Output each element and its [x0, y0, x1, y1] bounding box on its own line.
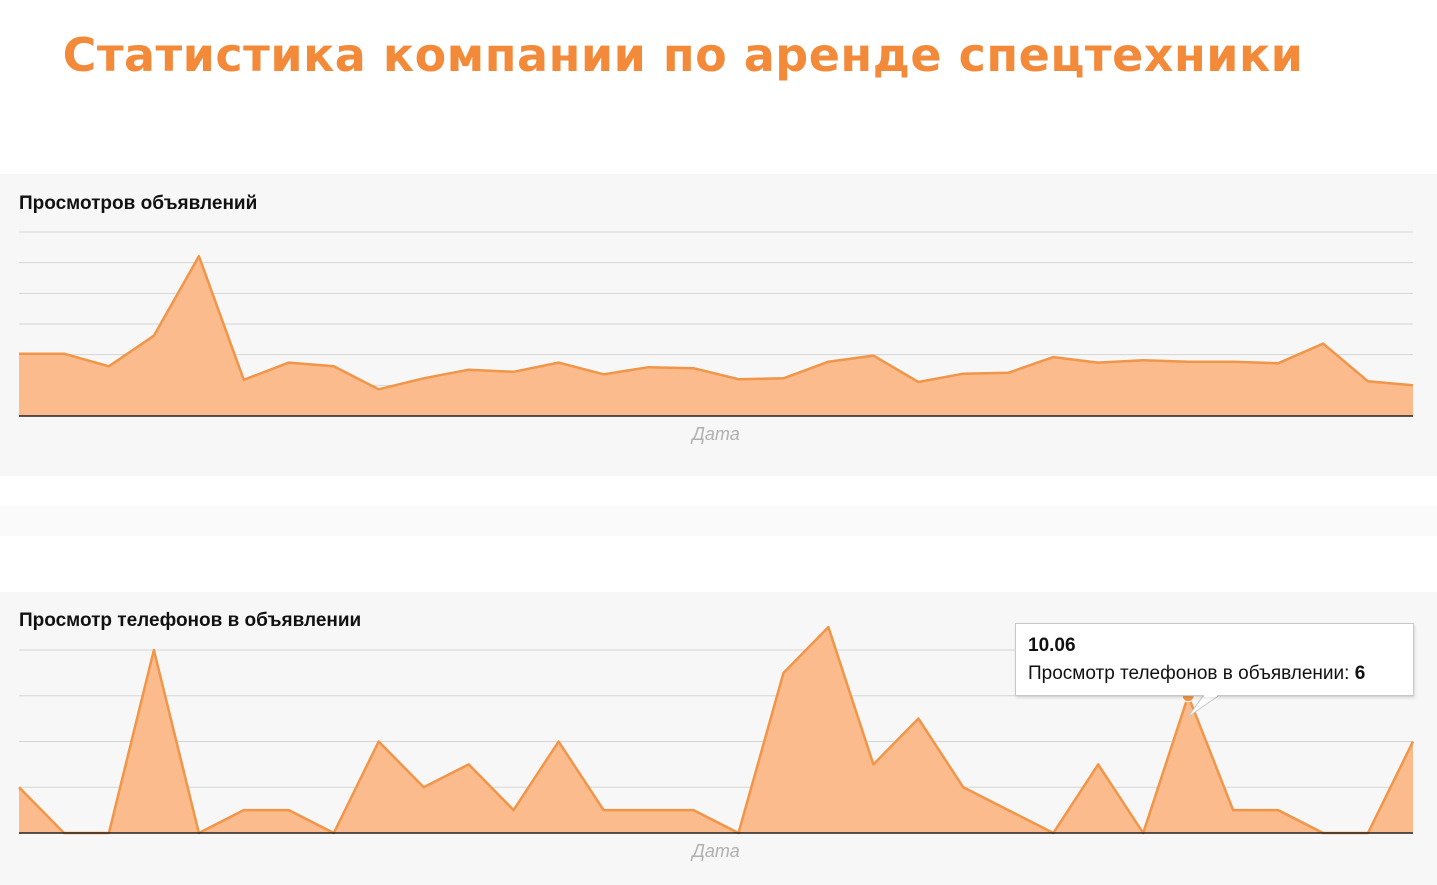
- phone-views-area-fill: [19, 627, 1413, 833]
- views-chart-title: Просмотров объявлений: [19, 193, 258, 214]
- views-x-axis-label: Дата: [690, 424, 740, 444]
- views-chart-panel: Просмотров объявлений: [0, 174, 1437, 476]
- phone-views-chart-title: Просмотр телефонов в объявлении: [19, 610, 362, 631]
- phone-views-series-line: [18, 625, 1415, 835]
- page-title: Статистика компании по аренде спецтехник…: [62, 28, 1304, 82]
- tooltip-line: Просмотр телефонов в объявлении: 6: [1028, 660, 1401, 688]
- views-series-line: [19, 254, 1414, 391]
- divider-strip: [0, 506, 1437, 536]
- chart-tooltip: 10.06 Просмотр телефонов в объявлении: 6: [1015, 623, 1414, 696]
- tooltip-label: Просмотр телефонов в объявлении:: [1028, 663, 1355, 684]
- tooltip-date: 10.06: [1028, 635, 1076, 656]
- views-area-fill: [19, 256, 1413, 416]
- phone-views-x-axis-label: Дата: [690, 841, 740, 861]
- tooltip-value: 6: [1354, 663, 1366, 684]
